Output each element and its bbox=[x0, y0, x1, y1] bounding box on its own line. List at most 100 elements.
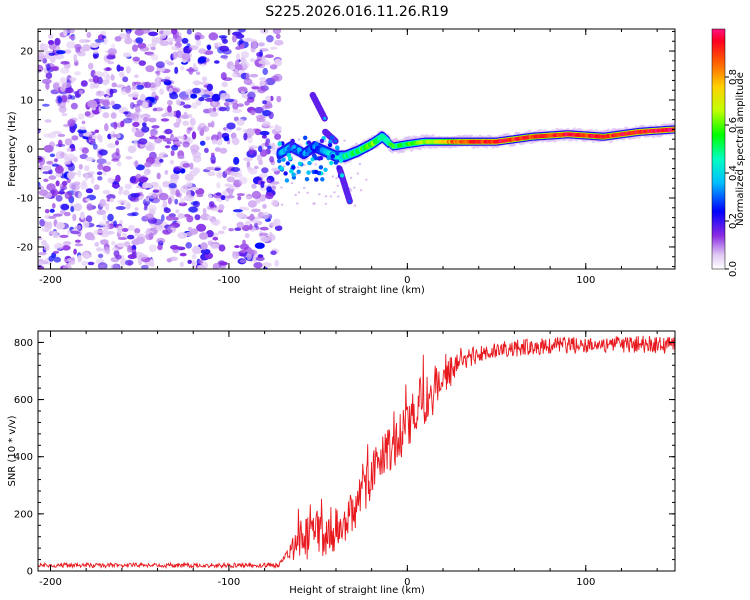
spectrogram-noise-blob bbox=[195, 39, 202, 46]
spectrogram-noise-blob bbox=[256, 154, 263, 162]
spectrogram-noise-blob bbox=[144, 81, 152, 89]
spectrogram-noise-blob bbox=[199, 140, 206, 146]
spectrogram-noise-blob bbox=[70, 102, 78, 110]
spectrogram-noise-blob bbox=[134, 228, 141, 234]
spectrogram-noise-blob bbox=[198, 97, 205, 102]
spectrogram-noise-blob bbox=[127, 224, 135, 231]
spectrogram-noise-blob bbox=[239, 38, 244, 45]
spectrogram-noise-blob bbox=[261, 167, 269, 174]
spectrogram-noise-blob bbox=[208, 194, 213, 199]
spectrogram-noise-blob bbox=[192, 87, 201, 94]
spectrogram-noise-blob bbox=[144, 202, 148, 209]
spectrogram-noise-blob bbox=[127, 93, 135, 98]
spectrogram-noise-blob bbox=[280, 186, 283, 189]
snr-xlabel: Height of straight line (km) bbox=[289, 585, 425, 596]
spectrogram-signal-blob bbox=[307, 160, 312, 166]
spectrogram-noise-blob bbox=[269, 64, 278, 70]
spectrogram-signal-blob bbox=[289, 169, 294, 174]
spectrogram-noise-blob bbox=[222, 48, 232, 55]
spectrogram-ylabel: Frequency (Hz) bbox=[7, 111, 18, 187]
spectrogram-noise-blob bbox=[273, 58, 283, 67]
spectrogram-signal-blob bbox=[320, 177, 325, 182]
spectrogram-noise-blob bbox=[148, 232, 154, 240]
spectrogram-noise-blob bbox=[232, 108, 242, 114]
spectrogram-noise-blob bbox=[54, 37, 61, 46]
spectrogram-noise-blob bbox=[116, 242, 126, 248]
spectrogram-noise-blob bbox=[167, 225, 177, 234]
spectrogram-noise-blob bbox=[198, 259, 204, 264]
spectrogram-noise-blob bbox=[38, 236, 43, 241]
spectrogram-noise-blob bbox=[159, 88, 165, 95]
spectrogram-noise-blob bbox=[131, 244, 137, 251]
spectrogram-noise-blob bbox=[38, 51, 44, 57]
spectrogram-noise-blob bbox=[202, 76, 208, 82]
snr-y-axis: 0 200 400 600 800 bbox=[14, 330, 675, 578]
spectrogram-noise-blob bbox=[268, 234, 276, 241]
spectrogram-noise-blob bbox=[210, 218, 221, 226]
spectrogram-xlabel: Height of straight line (km) bbox=[289, 285, 425, 296]
snr-x-axis: -200 -100 0 100 bbox=[39, 331, 658, 588]
spectrogram-noise-blob bbox=[49, 153, 56, 158]
spectrogram-noise-blob bbox=[212, 263, 220, 269]
spectrogram-noise-blob bbox=[208, 32, 219, 41]
spectrogram-noise-blob bbox=[98, 149, 108, 156]
spectrogram-noise-blob bbox=[125, 66, 131, 74]
spectrogram-noise-blob bbox=[55, 143, 66, 147]
spectrogram-noise-blob bbox=[73, 248, 77, 255]
spectrogram-noise-blob bbox=[275, 33, 281, 40]
spectrogram-noise-blob bbox=[56, 155, 62, 159]
spectrogram-noise-blob bbox=[269, 95, 274, 102]
spectrogram-noise-blob bbox=[157, 244, 163, 251]
spectrogram-noise-blob bbox=[146, 43, 157, 48]
spectrogram-noise-blob bbox=[99, 221, 105, 226]
spectrogram-noise-blob bbox=[92, 75, 100, 84]
spectrogram-noise-blob bbox=[243, 132, 248, 141]
spectrogram-noise-blob bbox=[262, 100, 268, 105]
x-tick-label: -100 bbox=[218, 577, 241, 588]
spectrogram-noise-blob bbox=[60, 77, 66, 84]
spectrogram-noise-blob bbox=[204, 147, 209, 153]
spectrogram-noise-blob bbox=[337, 195, 340, 198]
spectrogram-noise-blob bbox=[109, 197, 115, 203]
spectrogram-noise-blob bbox=[48, 175, 57, 180]
spectrogram-noise-blob bbox=[93, 184, 100, 191]
spectrogram-noise-blob bbox=[126, 30, 131, 39]
spectrogram-noise-blob bbox=[53, 234, 59, 239]
spectrogram-noise-blob bbox=[149, 244, 157, 253]
spectrogram-noise-blob bbox=[175, 98, 181, 106]
x-tick-label: 0 bbox=[404, 577, 410, 588]
spectrogram-noise-blob bbox=[97, 176, 103, 181]
spectrogram-streak bbox=[323, 116, 327, 120]
spectrogram-noise-blob bbox=[130, 193, 140, 198]
spectrogram-noise-blob bbox=[110, 100, 116, 106]
spectrogram-noise-blob bbox=[236, 127, 242, 131]
spectrogram-noise-blob bbox=[66, 229, 71, 236]
spectrogram-noise-blob bbox=[115, 254, 122, 260]
spectrogram-noise-blob bbox=[259, 80, 266, 87]
spectrogram-noise-blob bbox=[295, 173, 298, 176]
spectrogram-noise-blob bbox=[219, 92, 227, 101]
spectrogram-noise-blob bbox=[102, 99, 110, 107]
spectrogram-noise-blob bbox=[138, 138, 148, 145]
x-tick-label: -200 bbox=[39, 275, 62, 286]
spectrogram-noise-blob bbox=[324, 202, 328, 205]
spectrogram-noise-blob bbox=[175, 209, 180, 214]
spectrogram-noise-blob bbox=[201, 126, 210, 132]
spectrogram-noise-blob bbox=[269, 221, 279, 227]
spectrogram-noise-blob bbox=[78, 90, 84, 95]
spectrogram-noise-blob bbox=[93, 49, 99, 54]
spectrogram-noise-blob bbox=[124, 183, 132, 190]
spectrogram-noise-blob bbox=[255, 256, 265, 262]
spectrogram-noise-blob bbox=[314, 163, 318, 166]
spectrogram-noise-blob bbox=[144, 161, 152, 168]
spectrogram-noise-blob bbox=[353, 204, 357, 207]
spectrogram-noise-blob bbox=[231, 137, 240, 146]
spectrogram-noise-blob bbox=[73, 203, 83, 212]
spectrogram-noise-blob bbox=[155, 226, 165, 232]
spectrogram-signal-blob bbox=[305, 151, 310, 156]
y-tick-label: 800 bbox=[14, 338, 33, 349]
spectrogram-noise-blob bbox=[107, 177, 114, 184]
spectrogram-noise-blob bbox=[198, 232, 209, 240]
spectrogram-noise-blob bbox=[172, 216, 179, 221]
spectrogram-noise-blob bbox=[89, 235, 96, 241]
